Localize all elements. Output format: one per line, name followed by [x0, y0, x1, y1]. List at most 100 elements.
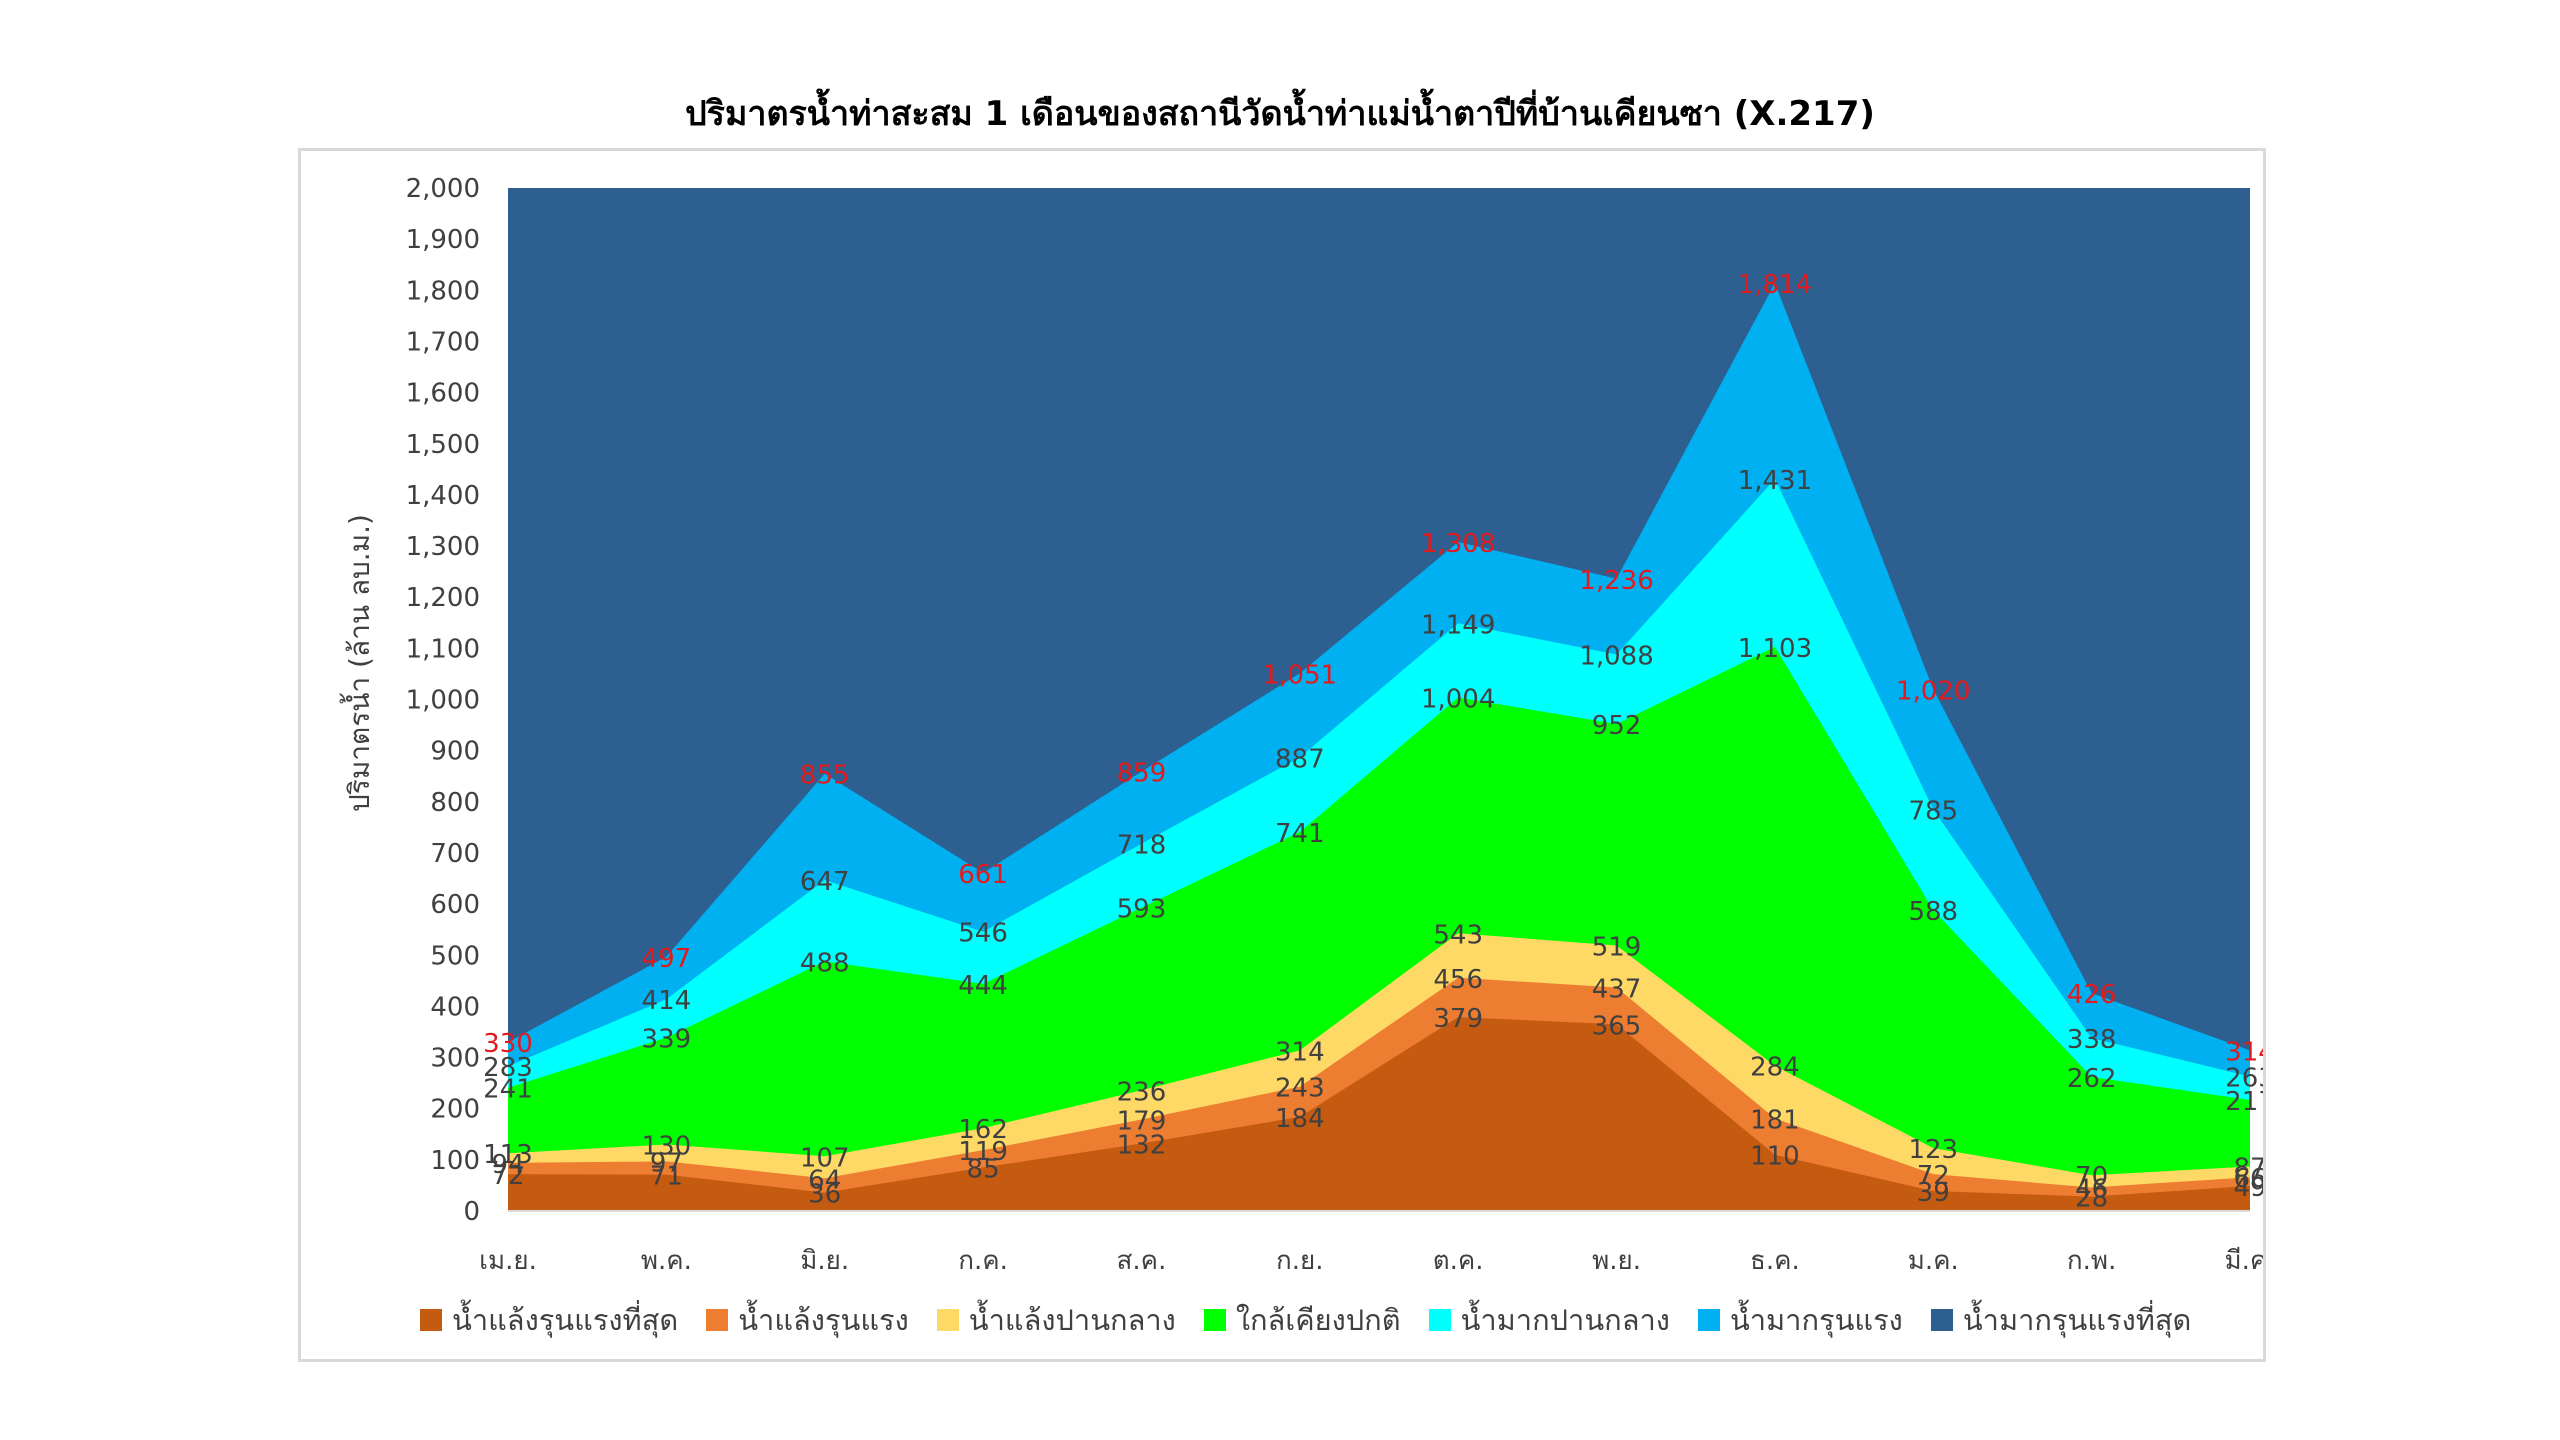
x-tick-label: ส.ค. [1117, 1246, 1167, 1276]
data-label: 1,236 [1579, 566, 1653, 596]
data-label: 107 [800, 1143, 850, 1173]
y-tick-label: 700 [430, 839, 480, 869]
data-label: 741 [1275, 819, 1325, 849]
legend-swatch [1203, 1309, 1226, 1331]
legend-swatch [936, 1309, 959, 1331]
legend: น้ำแล้งรุนแรงที่สุด น้ำแล้งรุนแรง น้ำแล้งป… [420, 1300, 2220, 1340]
data-label: 456 [1433, 965, 1483, 995]
legend-label: น้ำแล้งรุนแรง [738, 1303, 909, 1337]
data-label: 72 [491, 1161, 524, 1191]
y-tick-label: 800 [430, 788, 480, 818]
data-label: 543 [1433, 920, 1483, 950]
legend-swatch [1697, 1309, 1720, 1331]
legend-swatch [1428, 1309, 1451, 1331]
y-tick-label: 100 [430, 1146, 480, 1176]
data-label: 46 [2075, 1174, 2108, 1204]
data-label: 785 [1908, 796, 1958, 826]
data-label: 444 [958, 971, 1008, 1001]
legend-label: น้ำมากปานกลาง [1460, 1303, 1670, 1337]
y-tick-label: 1,600 [406, 379, 480, 409]
data-label: 119 [958, 1137, 1008, 1167]
y-tick-label: 400 [430, 992, 480, 1022]
data-label: 263 [2225, 1063, 2263, 1093]
legend-item: น้ำแล้งรุนแรงที่สุด [420, 1297, 678, 1343]
y-tick-label: 900 [430, 737, 480, 767]
data-label: 588 [1908, 897, 1958, 927]
data-label: 283 [483, 1053, 533, 1083]
data-label: 284 [1750, 1053, 1800, 1083]
chart-plot: 0 100 200 300 400 500 600 700 800 900 1,000 1,100 1,… [339, 174, 2263, 1276]
data-label: 181 [1750, 1105, 1800, 1135]
legend-item: น้ำแล้งรุนแรง [706, 1297, 909, 1343]
x-tick-label: มิ.ย. [800, 1246, 849, 1276]
data-label: 97 [650, 1148, 683, 1178]
area-series-0 [508, 1017, 2250, 1211]
data-label: 1,149 [1421, 610, 1495, 640]
x-tick-label: มี.ค. [2224, 1246, 2263, 1276]
data-label: 123 [1908, 1135, 1958, 1165]
data-label: 1,020 [1896, 676, 1970, 706]
data-label: 66 [2233, 1164, 2263, 1194]
data-label: 1,431 [1738, 466, 1812, 496]
data-label: 110 [1750, 1142, 1800, 1172]
chart-title: ปริมาตรน้ำท่าสะสม 1 เดือนของสถานีวัดน้ำท… [685, 94, 1875, 134]
data-label: 661 [958, 860, 1008, 890]
legend-item: น้ำมากรุนแรง [1697, 1297, 1903, 1343]
data-label: 70 [2075, 1162, 2108, 1192]
y-tick-label: 200 [430, 1095, 480, 1125]
data-label: 94 [491, 1150, 524, 1180]
data-label: 497 [642, 944, 692, 974]
data-label: 217 [2225, 1087, 2263, 1117]
y-axis-title: ปริมาตรน้ำ (ล้าน ลบ.ม.) [339, 514, 376, 812]
data-label: 887 [1275, 744, 1325, 774]
data-label: 437 [1592, 974, 1642, 1004]
legend-swatch [1930, 1309, 1953, 1331]
data-label: 488 [800, 948, 850, 978]
data-label: 71 [650, 1162, 683, 1192]
data-label: 546 [958, 919, 1008, 949]
data-label: 162 [958, 1115, 1008, 1145]
y-tick-label: 1,800 [406, 276, 480, 306]
x-tick-label: เม.ย. [479, 1246, 537, 1276]
data-label: 414 [642, 986, 692, 1016]
data-label: 72 [1917, 1161, 1950, 1191]
legend-label: ใกล้เคียงปกติ [1235, 1303, 1401, 1337]
y-tick-label: 1,300 [406, 532, 480, 562]
data-label: 243 [1275, 1074, 1325, 1104]
data-label: 379 [1433, 1004, 1483, 1034]
legend-label: น้ำมากรุนแรง [1729, 1303, 1903, 1337]
legend-item: น้ำมากปานกลาง [1428, 1297, 1670, 1343]
data-label: 1,814 [1738, 270, 1812, 300]
data-label: 593 [1117, 895, 1167, 925]
data-label: 1,308 [1421, 529, 1495, 559]
legend-item: น้ำแล้งปานกลาง [936, 1297, 1176, 1343]
legend-item: ใกล้เคียงปกติ [1203, 1297, 1401, 1343]
x-tick-label: พ.ย. [1592, 1246, 1641, 1276]
x-tick-label: ก.ย. [1276, 1246, 1324, 1276]
data-label: 130 [642, 1132, 692, 1162]
y-tick-label: 1,900 [406, 225, 480, 255]
data-label: 179 [1117, 1106, 1167, 1136]
y-tick-label: 500 [430, 941, 480, 971]
data-label: 718 [1117, 831, 1167, 861]
y-axis: 0 100 200 300 400 500 600 700 800 900 1,000 1,100 1,… [406, 174, 480, 1227]
data-label: 426 [2067, 980, 2117, 1010]
data-label: 314 [2225, 1037, 2263, 1067]
data-label: 314 [1275, 1037, 1325, 1067]
data-label: 647 [800, 867, 850, 897]
data-label: 184 [1275, 1104, 1325, 1134]
x-tick-label: ต.ค. [1433, 1246, 1484, 1276]
data-label: 28 [2075, 1184, 2108, 1214]
x-tick-label: ธ.ค. [1750, 1246, 1800, 1276]
data-label: 1,004 [1421, 684, 1495, 714]
legend-label: น้ำแล้งรุนแรงที่สุด [452, 1303, 679, 1337]
data-label: 330 [483, 1029, 533, 1059]
legend-item: น้ำมากรุนแรงที่สุด [1930, 1297, 2192, 1343]
data-label: 87 [2233, 1153, 2263, 1183]
y-tick-label: 1,000 [406, 686, 480, 716]
x-tick-label: ก.พ. [2067, 1246, 2116, 1276]
data-label: 1,051 [1263, 660, 1337, 690]
data-label: 1,088 [1579, 641, 1653, 671]
data-label: 113 [483, 1140, 533, 1170]
legend-label: น้ำมากรุนแรงที่สุด [1962, 1303, 2192, 1337]
